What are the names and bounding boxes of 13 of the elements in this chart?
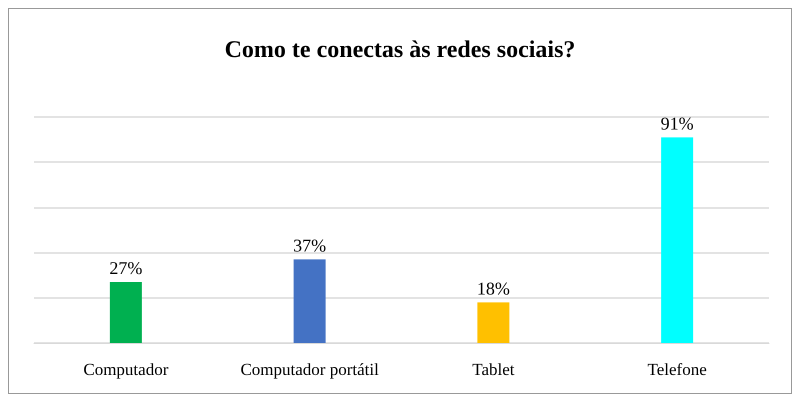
data-label: 27% [109, 258, 142, 278]
data-label: 37% [293, 235, 326, 256]
x-tick-label: Tablet [472, 360, 515, 379]
bar [661, 137, 694, 343]
data-label: 91% [660, 113, 694, 134]
x-tick-label: Computador portátil [240, 360, 380, 379]
bar [477, 302, 510, 343]
bar [294, 259, 326, 343]
data-label: 18% [476, 278, 510, 298]
x-tick-label: Computador [83, 360, 169, 379]
bar [110, 282, 142, 343]
chart-title: Como te conectas às redes sociais? [224, 37, 576, 63]
x-tick-label: Telefone [648, 360, 707, 379]
